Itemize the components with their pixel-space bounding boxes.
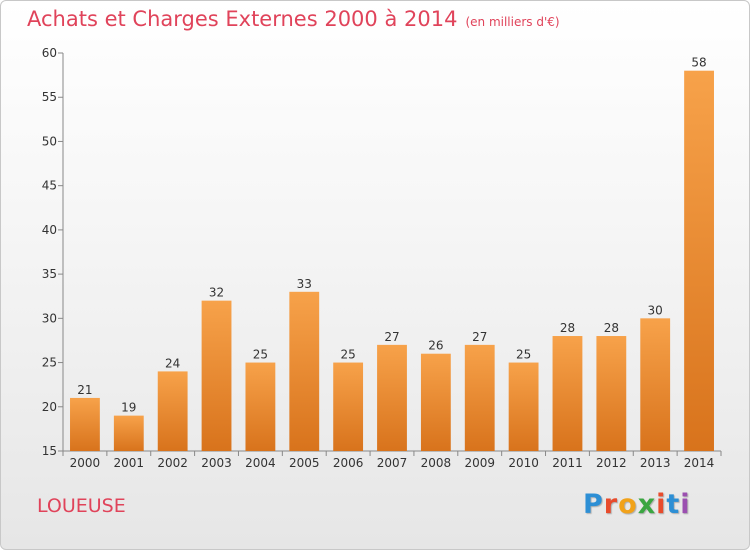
bar-value-label: 28	[560, 321, 575, 335]
y-tick-label: 20	[42, 400, 57, 414]
bar-value-label: 25	[253, 348, 268, 362]
y-tick-label: 30	[42, 311, 57, 325]
x-tick-label: 2012	[596, 456, 627, 470]
x-tick-label: 2011	[552, 456, 583, 470]
proxiti-logo-letter: i	[656, 489, 667, 520]
bar-2004[interactable]	[245, 362, 276, 451]
bar-value-label: 28	[604, 321, 619, 335]
bar-2014[interactable]	[684, 70, 714, 451]
x-tick-label: 2014	[684, 456, 715, 470]
x-tick-label: 2003	[201, 456, 232, 470]
bar-value-label: 26	[428, 339, 443, 353]
proxiti-logo-letter: o	[618, 489, 638, 520]
bar-2005[interactable]	[289, 291, 320, 451]
y-tick-label: 40	[42, 223, 57, 237]
bar-2000[interactable]	[70, 397, 100, 451]
bar-2001[interactable]	[113, 415, 144, 451]
x-tick-label: 2004	[245, 456, 276, 470]
bar-2006[interactable]	[333, 362, 364, 451]
bar-2002[interactable]	[157, 371, 188, 451]
bar-value-label: 58	[691, 56, 706, 70]
bar-2007[interactable]	[377, 344, 407, 451]
bar-2013[interactable]	[640, 318, 671, 451]
x-tick-label: 2005	[289, 456, 320, 470]
proxiti-logo-letter: i	[680, 489, 691, 520]
proxiti-logo-letter: r	[603, 489, 619, 520]
chart-title-text: Achats et Charges Externes 2000 à 2014	[27, 7, 458, 31]
bar-value-label: 33	[297, 277, 312, 291]
bar-2012[interactable]	[596, 336, 627, 451]
bar-2009[interactable]	[464, 344, 495, 451]
x-tick-label: 2009	[464, 456, 495, 470]
x-tick-label: 2013	[640, 456, 671, 470]
proxiti-logo-letter: t	[666, 489, 681, 520]
x-tick-label: 2006	[333, 456, 364, 470]
bar-value-label: 32	[209, 286, 224, 300]
y-tick-label: 35	[42, 267, 57, 281]
y-axis: 15 20 25 30 35 40 45 50 55 60	[42, 46, 64, 458]
proxiti-logo[interactable]: Proxiti	[583, 489, 691, 520]
y-tick-label: 25	[42, 356, 57, 370]
bar-2010[interactable]	[508, 362, 539, 451]
bar-2008[interactable]	[420, 353, 451, 451]
y-tick-label: 55	[42, 90, 57, 104]
x-tick-label: 2007	[377, 456, 408, 470]
x-tick-label: 2008	[421, 456, 452, 470]
proxiti-logo-letter: x	[637, 489, 657, 520]
bar-value-label: 25	[340, 348, 355, 362]
bar-value-label: 27	[384, 330, 399, 344]
x-tick-label: 2010	[508, 456, 539, 470]
bar-value-label: 30	[648, 303, 663, 317]
proxiti-logo-letter: P	[583, 489, 604, 520]
y-tick-label: 60	[42, 46, 57, 60]
bar-value-label: 21	[77, 383, 92, 397]
bar-value-label: 25	[516, 348, 531, 362]
y-tick-label: 45	[42, 179, 57, 193]
y-tick-label: 50	[42, 134, 57, 148]
x-tick-label: 2002	[157, 456, 188, 470]
bar-value-label: 19	[121, 401, 136, 415]
chart-title: Achats et Charges Externes 2000 à 2014 (e…	[27, 7, 560, 31]
chart-subtitle: (en milliers d'€)	[465, 15, 560, 29]
bar-2003[interactable]	[201, 300, 232, 451]
bar-2011[interactable]	[552, 336, 583, 451]
x-tick-label: 2001	[114, 456, 145, 470]
commune-name: LOUEUSE	[37, 495, 126, 517]
y-tick-label: 15	[42, 444, 57, 458]
x-tick-label: 2000	[70, 456, 101, 470]
bars: 21 19 24 32 25 33 25 27 26 27 25 28 28 30 58	[70, 56, 714, 451]
bar-value-label: 24	[165, 356, 180, 370]
bar-value-label: 27	[472, 330, 487, 344]
x-axis: 2000 2001 2002 2003 2004 2005 2006 2007 2008 2009…	[62, 450, 722, 470]
